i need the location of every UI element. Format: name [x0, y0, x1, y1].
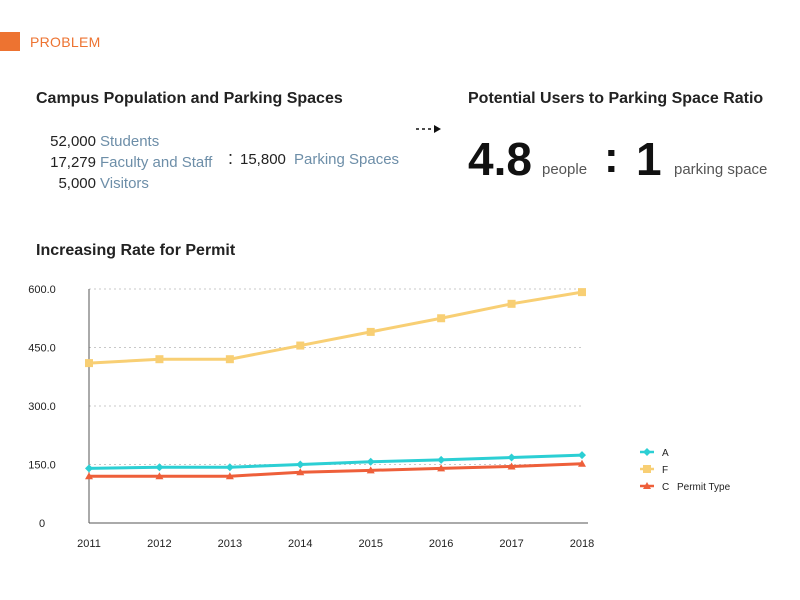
y-tick-label: 300.0: [28, 401, 56, 413]
data-point-c: [155, 472, 164, 480]
x-tick-label: 2013: [218, 538, 242, 550]
data-point-c: [437, 464, 446, 472]
ratio-parking-unit: parking space: [674, 161, 768, 178]
y-tick-label: 150.0: [28, 460, 56, 472]
x-tick-label: 2018: [570, 538, 594, 550]
population-row-students: 52,000 Students: [36, 133, 159, 150]
population-value: 5,000: [58, 175, 96, 192]
dashed-arrow-icon: [416, 125, 441, 133]
data-point-a: [85, 464, 93, 473]
x-tick-label: 2014: [288, 538, 312, 550]
legend-label-c: C: [662, 482, 669, 493]
population-row-faculty: 17,279 Faculty and Staff: [36, 154, 212, 171]
legend-marker-a: [643, 448, 651, 456]
legend-marker-c: [643, 482, 651, 489]
data-point-f: [366, 327, 375, 336]
data-point-f: [296, 341, 305, 350]
ratio-heading: Potential Users to Parking Space Ratio: [468, 90, 764, 107]
data-point-f: [225, 355, 234, 364]
campus-population-heading: Campus Population and Parking Spaces: [36, 90, 343, 107]
data-point-a: [578, 451, 586, 460]
legend-title: Permit Type: [677, 482, 731, 493]
series-line-f: [88, 290, 583, 365]
y-tick-label: 450.0: [28, 343, 56, 355]
data-point-a: [437, 455, 446, 464]
data-point-f: [85, 359, 93, 368]
data-point-f: [155, 355, 164, 364]
data-point-a: [507, 453, 516, 462]
series-line-c: [89, 462, 583, 478]
chart-title: Increasing Rate for Permit: [36, 242, 236, 259]
data-point-c: [296, 468, 305, 476]
legend-label-f: F: [662, 465, 668, 476]
population-value: 17,279: [50, 154, 96, 171]
population-label: Students: [100, 133, 160, 150]
parking-spaces-label: Parking Spaces: [294, 151, 400, 168]
x-tick-label: 2016: [429, 538, 453, 550]
data-point-a: [296, 460, 305, 469]
x-tick-label: 2015: [358, 538, 382, 550]
data-point-c: [85, 472, 93, 480]
data-point-f: [578, 288, 586, 297]
data-point-a: [155, 463, 164, 472]
section-tag-label: PROBLEM: [30, 34, 101, 50]
ratio-parking-value: 1: [636, 133, 662, 185]
series-line-a: [88, 453, 583, 470]
data-point-f: [437, 314, 446, 323]
x-tick-label: 2012: [147, 538, 171, 550]
ratio-people-unit: people: [542, 161, 588, 178]
data-point-a: [366, 457, 375, 466]
legend-label-a: A: [662, 448, 669, 459]
population-row-visitors: 5,000 Visitors: [36, 175, 149, 192]
data-point-f: [507, 299, 516, 308]
permit-line-chart: 0 150.0 300.0 450.0 600.0 2011 2012 2013 2014 201…: [28, 284, 731, 550]
population-label: Faculty and Staff: [100, 154, 213, 171]
legend-marker-f: [643, 465, 651, 473]
y-tick-label: 0: [39, 518, 45, 530]
section-tag-marker: [0, 32, 20, 51]
x-tick-label: 2011: [77, 538, 101, 550]
y-tick-label: 600.0: [28, 284, 56, 296]
data-point-c: [366, 466, 375, 474]
data-point-a: [225, 463, 234, 472]
ratio-people-value: 4.8: [468, 133, 532, 185]
data-point-c: [225, 472, 234, 480]
ratio-separator: :: [604, 133, 619, 182]
data-point-c: [578, 459, 586, 467]
population-value: 52,000: [50, 133, 96, 150]
x-tick-label: 2017: [499, 538, 523, 550]
data-point-c: [507, 462, 516, 470]
population-label: Visitors: [100, 175, 149, 192]
parking-spaces-value: 15,800: [240, 151, 286, 168]
population-parking-separator: :: [228, 148, 234, 168]
